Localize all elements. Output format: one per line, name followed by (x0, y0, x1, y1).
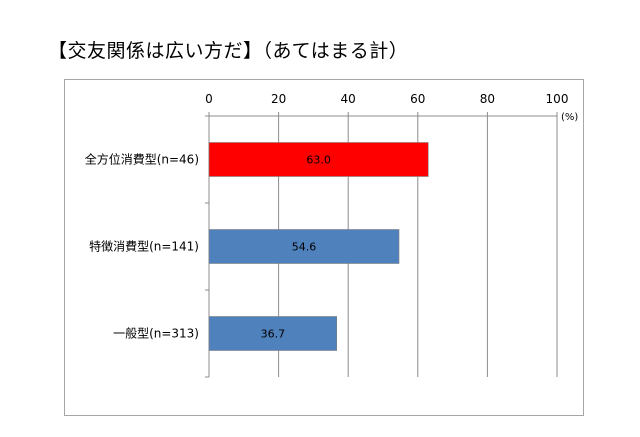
category-label: 一般型(n=313) (113, 326, 199, 341)
x-tick-label: 0 (205, 92, 213, 106)
category-label: 全方位消費型(n=46) (85, 152, 199, 167)
bar-value-label: 36.7 (261, 328, 286, 341)
bar (208, 229, 400, 264)
bar-value-label: 54.6 (292, 241, 317, 254)
category-label: 特徴消費型(n=141) (89, 239, 199, 254)
bar (208, 142, 429, 177)
x-tick-label: 20 (271, 92, 286, 106)
x-tick-label: 60 (410, 92, 425, 106)
x-tick-label: 40 (341, 92, 356, 106)
chart-title: 【交友関係は広い方だ】（あてはまる計） (48, 40, 409, 62)
unit-label: (%) (561, 112, 578, 123)
category-labels: 全方位消費型(n=46) 特徴消費型(n=141) 一般型(n=313) (85, 152, 199, 341)
chart-frame (64, 79, 584, 416)
bar-value-label: 63.0 (306, 154, 331, 167)
bars: 63.0 54.6 36.7 (208, 142, 429, 351)
x-tick-labels: 0 20 40 60 80 100 (205, 92, 568, 106)
bar (208, 316, 338, 351)
x-tick-label: 80 (480, 92, 495, 106)
x-tick-label: 100 (546, 92, 569, 106)
